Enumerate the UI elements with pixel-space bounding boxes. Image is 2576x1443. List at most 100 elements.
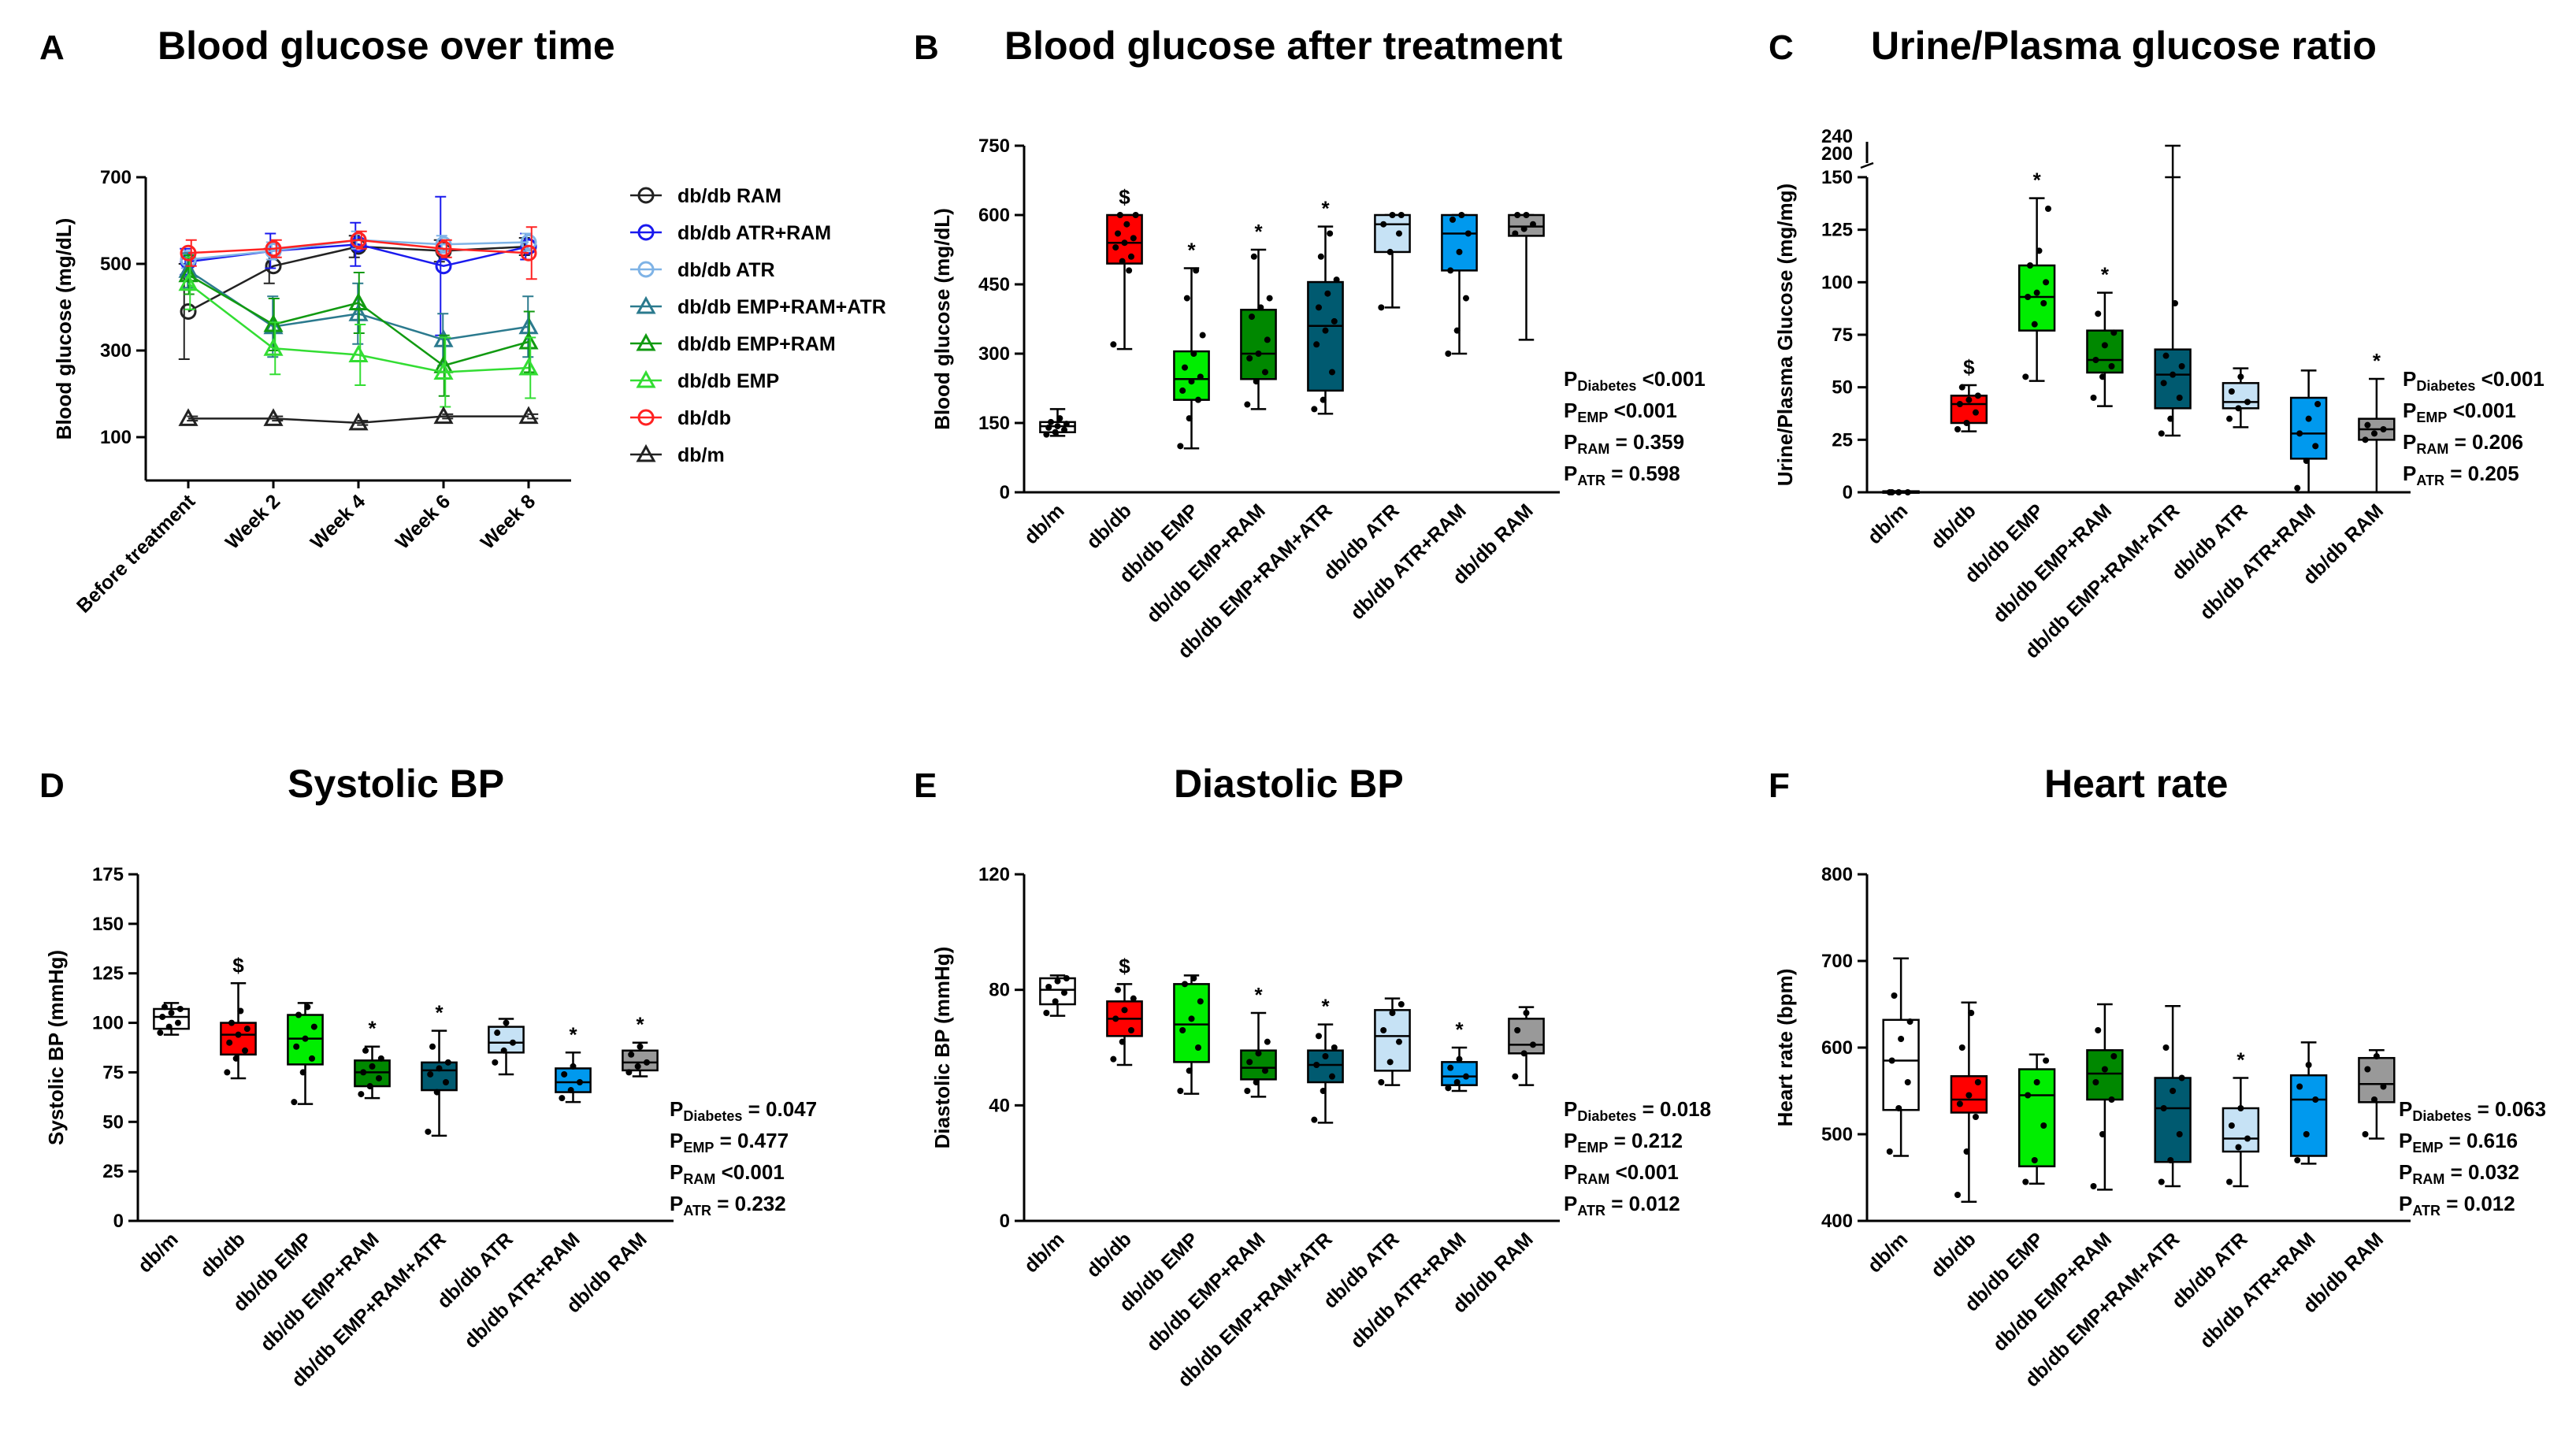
data-point <box>1188 1015 1195 1022</box>
data-point <box>1456 1055 1463 1063</box>
data-point <box>1313 341 1320 348</box>
marker-circle <box>637 187 655 204</box>
box-body <box>2154 348 2192 410</box>
data-point <box>1112 244 1119 251</box>
p-label: P <box>1564 367 1577 391</box>
significance-mark: $ <box>1963 355 1975 379</box>
data-point <box>1112 1015 1119 1022</box>
box-D-6: * <box>555 1022 592 1104</box>
data-point <box>2099 1131 2106 1137</box>
data-point <box>1320 396 1327 403</box>
box-E-5 <box>1374 997 1411 1086</box>
data-point <box>2178 1074 2185 1081</box>
data-point <box>1130 235 1137 242</box>
y-tick-label: 500 <box>1821 1124 1853 1145</box>
data-point <box>1193 267 1200 274</box>
x-category-label: db/db EMP+RAM <box>1142 1228 1270 1356</box>
data-point <box>2226 1178 2233 1185</box>
x-category-label: db/db EMP+RAM <box>1988 1228 2116 1356</box>
y-tick-label: 700 <box>1821 951 1853 972</box>
data-point <box>2090 1183 2097 1189</box>
p-label: P <box>1564 1129 1577 1152</box>
data-point <box>2101 342 2108 349</box>
marker-circle <box>637 409 655 426</box>
data-point <box>561 1070 568 1078</box>
y-tick-label: 600 <box>1821 1037 1853 1059</box>
data-point <box>232 1055 239 1062</box>
box-body <box>1508 1018 1545 1055</box>
data-point <box>2226 415 2233 422</box>
box-C-1: $ <box>1950 355 1988 432</box>
p-subscript: RAM <box>1577 441 1609 457</box>
data-point <box>2095 310 2102 317</box>
data-point <box>2294 484 2301 492</box>
data-point <box>1386 248 1394 255</box>
data-point <box>2371 430 2378 437</box>
data-point <box>1397 212 1405 218</box>
legend-label: db/db EMP <box>677 370 779 392</box>
p-value: PATR = 0.012 <box>1564 1192 1680 1219</box>
marker-circle <box>520 244 537 262</box>
significance-mark: $ <box>232 953 244 977</box>
y-tick-label: 0 <box>113 1211 124 1232</box>
p-value-text: = 0.012 <box>2441 1192 2515 1215</box>
data-point <box>433 1089 440 1096</box>
x-category-label: Week 2 <box>221 490 284 553</box>
p-value: PATR = 0.232 <box>670 1192 786 1219</box>
p-value-text: = 0.598 <box>1605 462 1680 485</box>
data-point <box>1974 1079 1981 1085</box>
panel-letter-C: C <box>1769 28 1794 67</box>
p-value: PEMP = 0.477 <box>670 1129 789 1156</box>
significance-mark: * <box>2236 1048 2245 1072</box>
data-point <box>1968 1010 1975 1016</box>
box-C-7: * <box>2358 349 2396 494</box>
data-point <box>2235 405 2242 412</box>
data-point <box>1130 995 1137 1002</box>
data-point <box>1888 1057 1895 1064</box>
y-tick-label: 450 <box>978 274 1010 295</box>
significance-mark: * <box>1254 220 1263 243</box>
x-category-label: db/db <box>1927 1228 1980 1282</box>
data-point <box>570 1063 577 1070</box>
series-7: db/m <box>178 406 725 466</box>
data-point <box>1447 267 1454 274</box>
data-point <box>2101 1066 2108 1073</box>
data-point <box>1179 1027 1186 1033</box>
data-point <box>444 1059 451 1066</box>
box-F-1 <box>1950 1001 1988 1204</box>
data-point <box>1264 336 1271 343</box>
box-D-2 <box>287 1002 324 1106</box>
data-point <box>1512 230 1519 237</box>
marker-circle <box>520 234 537 250</box>
data-point <box>1458 212 1465 218</box>
data-point <box>2162 1044 2170 1051</box>
data-point <box>1244 401 1251 408</box>
data-point <box>366 1083 373 1090</box>
data-point <box>1904 489 1911 495</box>
data-point <box>1512 1073 1519 1080</box>
data-point <box>2362 436 2369 443</box>
data-point <box>1127 1027 1134 1033</box>
box-body <box>2017 1068 2056 1167</box>
data-point <box>2170 371 2177 378</box>
box-body <box>1173 350 1210 401</box>
p-value-text: = 0.012 <box>1605 1192 1680 1215</box>
marker-circle <box>350 236 367 253</box>
marker-triangle <box>178 264 199 283</box>
data-point <box>1246 354 1253 362</box>
x-category-label: db/m <box>134 1228 183 1277</box>
data-point <box>2373 1053 2380 1059</box>
data-point <box>2043 1057 2050 1064</box>
panel-title-E: Diastolic BP <box>1174 762 1404 806</box>
marker-triangle <box>518 406 539 425</box>
data-point <box>2160 1105 2167 1111</box>
data-point <box>1386 1059 1394 1066</box>
data-point <box>2244 1135 2251 1142</box>
data-point <box>1188 378 1195 385</box>
p-subscript: Diabetes <box>1577 378 1636 394</box>
panel-D: D Systolic BP 0 25 50 75 100 125 150 175 Systolic … <box>39 762 817 1391</box>
p-label: P <box>670 1129 683 1152</box>
box-B-7 <box>1508 212 1545 341</box>
significance-mark: * <box>1455 1018 1464 1041</box>
p-subscript: Diabetes <box>1577 1108 1636 1124</box>
